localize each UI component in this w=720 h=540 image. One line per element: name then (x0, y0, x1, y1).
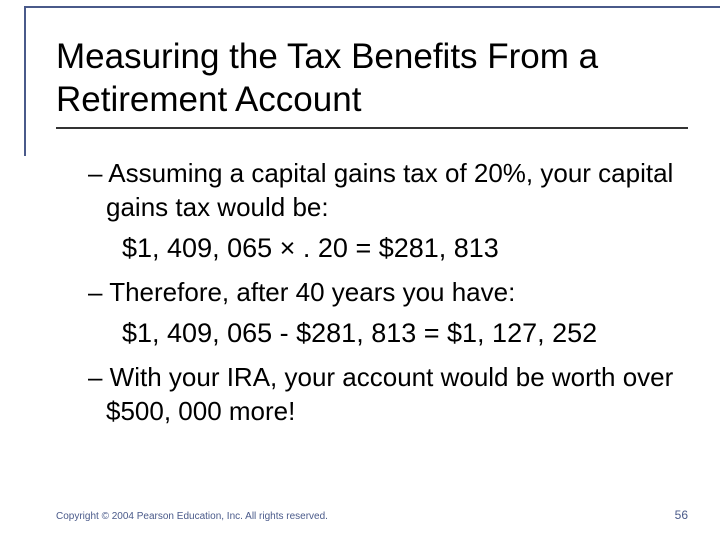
page-number: 56 (675, 508, 688, 522)
bullet-2: – Therefore, after 40 years you have: (88, 276, 688, 310)
copyright-text: Copyright © 2004 Pearson Education, Inc.… (56, 511, 328, 522)
slide-footer: Copyright © 2004 Pearson Education, Inc.… (56, 508, 688, 522)
bullet-1: – Assuming a capital gains tax of 20%, y… (88, 157, 688, 225)
slide-body: – Assuming a capital gains tax of 20%, y… (56, 157, 688, 428)
decorative-rule-left (24, 6, 26, 156)
bullet-3: – With your IRA, your account would be w… (88, 361, 688, 429)
decorative-rule-top (24, 6, 720, 8)
calculation-1: $1, 409, 065 × . 20 = $281, 813 (122, 231, 688, 266)
slide-content: Measuring the Tax Benefits From a Retire… (56, 36, 688, 435)
slide-title: Measuring the Tax Benefits From a Retire… (56, 36, 688, 129)
calculation-2: $1, 409, 065 - $281, 813 = $1, 127, 252 (122, 316, 688, 351)
